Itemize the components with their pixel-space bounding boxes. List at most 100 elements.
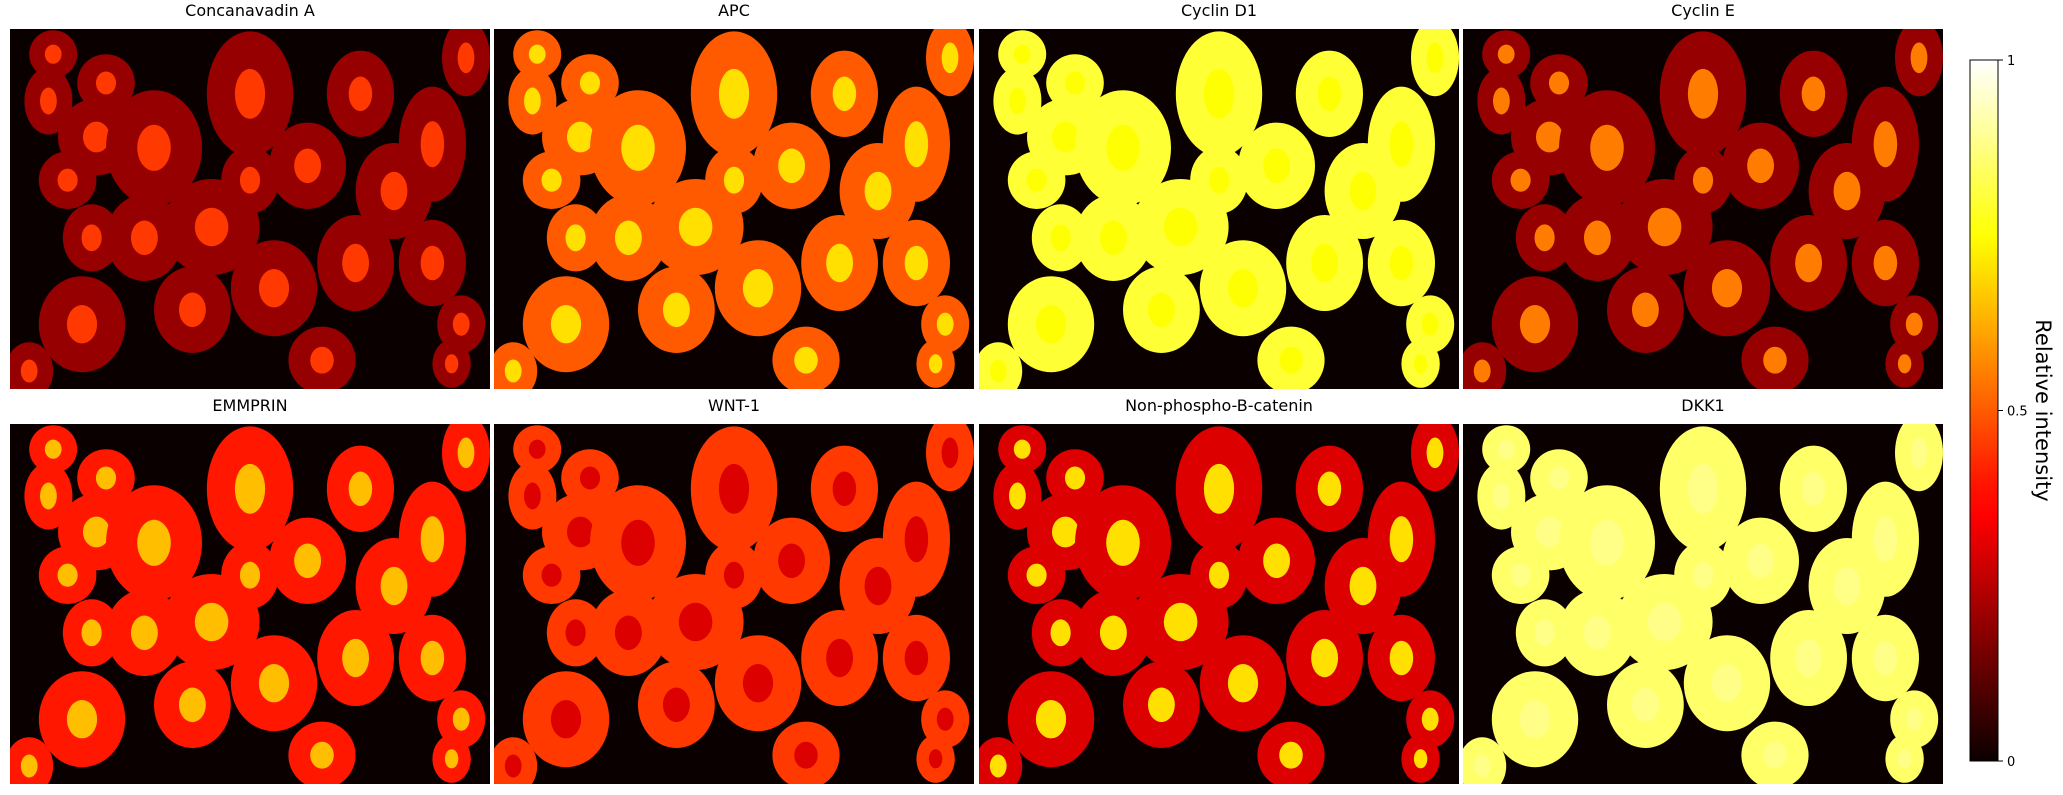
nucleus xyxy=(95,466,117,490)
colorbar-tick-label: 1 xyxy=(2007,54,2015,69)
nucleus xyxy=(504,754,522,778)
panel-title: WNT-1 xyxy=(708,396,760,415)
nucleus xyxy=(444,749,459,769)
nucleus xyxy=(137,519,171,566)
nucleus xyxy=(1013,44,1031,64)
panel-title: Non-phospho-B-catenin xyxy=(1125,396,1313,415)
nucleus xyxy=(1795,638,1823,678)
nucleus xyxy=(1747,148,1775,184)
nucleus xyxy=(1897,749,1912,769)
nucleus xyxy=(1548,71,1570,95)
nucleus xyxy=(614,615,642,651)
nucleus xyxy=(1263,148,1291,184)
nucleus xyxy=(1263,543,1291,579)
nucleus xyxy=(528,439,546,459)
nucleus xyxy=(380,171,408,211)
nucleus xyxy=(40,87,57,115)
panel xyxy=(10,29,490,389)
nucleus xyxy=(723,166,745,194)
colorbar-tick-label: 0.5 xyxy=(2007,405,2028,420)
nucleus xyxy=(1647,602,1682,642)
nucleus xyxy=(1535,121,1563,153)
nucleus xyxy=(1510,168,1531,192)
nucleus xyxy=(1687,463,1719,514)
nucleus xyxy=(778,543,806,579)
cells xyxy=(494,424,974,784)
nucleus xyxy=(832,471,857,507)
nucleus xyxy=(1873,516,1898,563)
colorbar-label: Relative intensity xyxy=(2031,319,2055,501)
nucleus xyxy=(81,224,102,252)
nucleus xyxy=(528,44,546,64)
nucleus xyxy=(342,638,370,678)
colorbar xyxy=(1969,59,1999,762)
nucleus xyxy=(234,463,266,514)
nucleus xyxy=(1163,602,1198,642)
nucleus xyxy=(1147,292,1175,328)
nucleus xyxy=(1905,312,1923,336)
nucleus xyxy=(1317,76,1342,112)
nucleus xyxy=(928,749,943,769)
nucleus xyxy=(1711,664,1743,703)
nucleus xyxy=(524,87,541,115)
nucleus xyxy=(1051,516,1079,548)
panel-title: Cyclin D1 xyxy=(1181,1,1257,20)
nucleus xyxy=(1426,42,1444,74)
nucleus xyxy=(1692,561,1714,589)
panel-title: Concanavadin A xyxy=(185,1,315,20)
nucleus xyxy=(1763,741,1787,769)
panel xyxy=(979,29,1459,389)
nucleus xyxy=(1548,466,1570,490)
nucleus xyxy=(1910,437,1928,469)
nucleus xyxy=(348,471,373,507)
nucleus xyxy=(832,76,857,112)
cells xyxy=(10,29,490,389)
nucleus xyxy=(1035,305,1067,344)
nucleus xyxy=(1590,519,1624,566)
nucleus xyxy=(1203,463,1235,514)
nucleus xyxy=(57,168,78,192)
nucleus xyxy=(989,754,1007,778)
nucleus xyxy=(1106,519,1140,566)
nucleus xyxy=(1833,171,1861,211)
nucleus xyxy=(1163,207,1198,247)
nucleus xyxy=(621,519,655,566)
nucleus xyxy=(524,482,541,510)
nucleus xyxy=(1013,439,1031,459)
nucleus xyxy=(294,148,322,184)
nucleus xyxy=(989,359,1007,383)
nucleus xyxy=(1389,516,1414,563)
nucleus xyxy=(662,687,690,723)
nucleus xyxy=(66,305,98,344)
panel xyxy=(494,29,974,389)
nucleus xyxy=(1497,44,1515,64)
nucleus xyxy=(420,516,445,563)
nucleus xyxy=(444,354,459,374)
nucleus xyxy=(1389,245,1414,281)
nucleus xyxy=(1801,471,1826,507)
nucleus xyxy=(826,638,854,678)
nucleus xyxy=(541,563,562,587)
nucleus xyxy=(178,687,206,723)
nucleus xyxy=(566,121,594,153)
nucleus xyxy=(1534,619,1555,647)
nucleus xyxy=(1590,124,1624,171)
cells xyxy=(979,29,1459,389)
nucleus xyxy=(420,121,445,168)
nucleus xyxy=(452,707,470,731)
nucleus xyxy=(1317,471,1342,507)
nucleus xyxy=(1687,68,1719,119)
nucleus xyxy=(348,76,373,112)
nucleus xyxy=(1873,121,1898,168)
nucleus xyxy=(566,516,594,548)
nucleus xyxy=(1208,561,1230,589)
nucleus xyxy=(130,615,158,651)
nucleus xyxy=(310,741,334,769)
nucleus xyxy=(941,42,959,74)
nucleus xyxy=(1099,220,1127,256)
cells xyxy=(10,424,490,784)
nucleus xyxy=(1413,749,1428,769)
nucleus xyxy=(723,561,745,589)
panel-title: APC xyxy=(718,1,750,20)
